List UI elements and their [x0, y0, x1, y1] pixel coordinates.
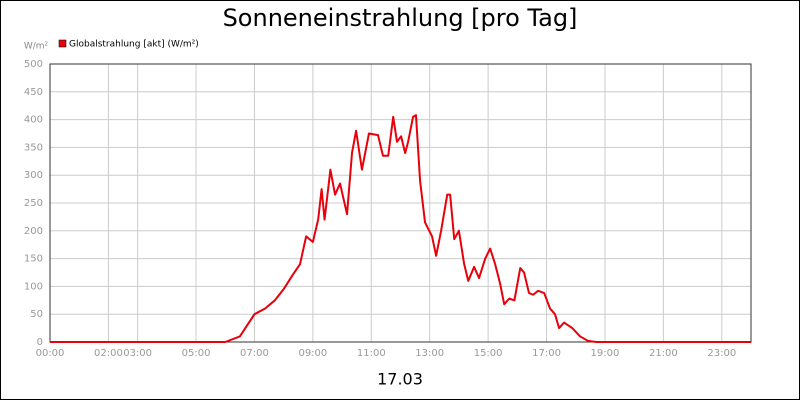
y-tick-label: 250 [24, 198, 43, 209]
x-tick-label: 15:00 [474, 348, 503, 359]
plot-border [49, 63, 752, 343]
legend-label: Globalstrahlung [akt] (W/m²) [69, 40, 199, 50]
x-tick-label: 00:00 [36, 348, 65, 359]
x-tick-label: 19:00 [591, 348, 620, 359]
y-tick-label: 400 [24, 115, 43, 126]
y-tick-label: 0 [37, 337, 43, 348]
y-unit: W/m² [24, 42, 49, 52]
y-tick-label: 200 [24, 226, 43, 237]
y-tick-label: 100 [24, 281, 43, 292]
x-tick-label: 17:00 [532, 348, 561, 359]
x-tick-label: 02:00 [94, 348, 123, 359]
line [50, 114, 751, 343]
x-tick-label: 09:00 [298, 348, 327, 359]
x-tick-label: 05:00 [182, 348, 211, 359]
x-label: 17.03 [377, 370, 423, 389]
y-tick-label: 150 [24, 254, 43, 265]
y-tick-label: 500 [24, 59, 43, 70]
y-tick-label: 350 [24, 142, 43, 153]
x-tick-label: 13:00 [415, 348, 444, 359]
chart-title: Sonneneinstrahlung [pro Tag] [223, 4, 578, 32]
x-tick-label: 21:00 [649, 348, 678, 359]
x-tick-label: 23:00 [707, 348, 736, 359]
x-tick-label: 11:00 [357, 348, 386, 359]
x-tick-label: 07:00 [240, 348, 269, 359]
y-tick-label: 450 [24, 87, 43, 98]
legend-swatch [58, 39, 67, 48]
y-tick-label: 300 [24, 170, 43, 181]
y-tick-label: 50 [30, 309, 43, 320]
x-tick-label: 03:00 [123, 348, 152, 359]
